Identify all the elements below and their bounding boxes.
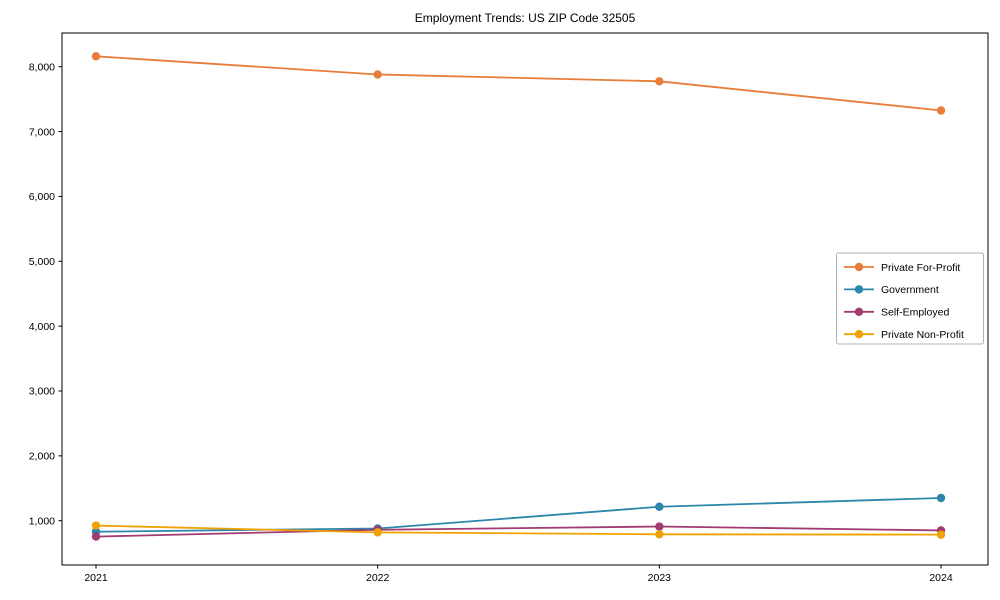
data-point-private-non-profit <box>655 530 664 539</box>
legend-label-private-non-profit: Private Non-Profit <box>881 329 964 341</box>
x-axis-tick-label: 2023 <box>648 572 672 584</box>
data-point-self-employed <box>655 522 664 531</box>
y-axis-tick-label: 3,000 <box>29 386 55 398</box>
x-axis-tick-label: 2021 <box>84 572 108 584</box>
data-point-private-non-profit <box>936 530 946 539</box>
series-line-government <box>95 497 942 533</box>
legend-sample-marker-government <box>854 285 864 294</box>
legend-box <box>836 252 984 345</box>
x-axis-tick-label: 2022 <box>366 572 390 584</box>
data-point-government <box>936 493 946 503</box>
series-line-private-for-profit <box>95 55 942 112</box>
data-point-private-non-profit <box>91 521 101 530</box>
y-axis-tick-label: 1,000 <box>29 515 55 527</box>
data-point-private-for-profit <box>91 52 101 61</box>
series-line-private-non-profit <box>95 524 942 536</box>
y-axis-tick-label: 2,000 <box>29 451 55 463</box>
legend-sample-marker-private-non-profit <box>854 330 864 339</box>
legend-label-self-employed: Self-Employed <box>881 307 949 319</box>
series-line-self-employed <box>95 525 942 538</box>
data-point-self-employed <box>91 532 101 541</box>
plot-border <box>61 32 989 566</box>
legend-sample-marker-self-employed <box>854 307 864 316</box>
y-axis-tick-label: 6,000 <box>29 191 55 203</box>
chart-title: Employment Trends: US ZIP Code 32505 <box>414 11 636 25</box>
data-point-private-for-profit <box>655 77 664 86</box>
data-point-private-for-profit <box>936 106 946 115</box>
y-axis-tick-label: 5,000 <box>29 256 55 268</box>
y-axis-tick-label: 8,000 <box>29 61 55 73</box>
x-axis-tick-label: 2024 <box>929 572 953 584</box>
data-point-private-non-profit <box>373 528 382 537</box>
y-axis-tick-label: 7,000 <box>29 126 55 138</box>
legend-label-government: Government <box>881 284 939 296</box>
data-point-government <box>655 502 664 511</box>
data-point-private-for-profit <box>373 70 382 79</box>
legend-sample-marker-private-for-profit <box>854 262 864 272</box>
y-axis-tick-label: 4,000 <box>29 321 55 333</box>
legend-label-private-for-profit: Private For-Profit <box>881 262 960 274</box>
